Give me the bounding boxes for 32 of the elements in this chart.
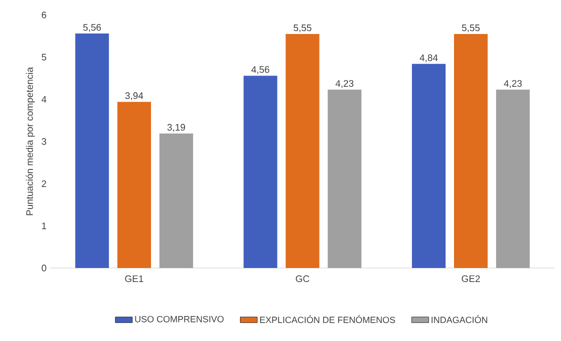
- bar: [117, 102, 151, 268]
- y-tick-label: 5: [42, 54, 46, 60]
- data-label: 5,56: [83, 24, 101, 32]
- bar: [454, 34, 488, 268]
- data-label: 3,19: [167, 124, 186, 132]
- bar: [412, 64, 446, 268]
- legend-label: INDAGACIÓN: [432, 315, 488, 324]
- bar: [75, 34, 109, 268]
- bar: [159, 133, 194, 268]
- bar: [328, 90, 362, 268]
- data-label: 4,23: [336, 80, 354, 88]
- y-axis-title: Puntuación media por competencia: [26, 67, 35, 216]
- bar: [496, 90, 530, 268]
- x-tick-label: GC: [296, 275, 310, 282]
- y-tick-label: 1: [42, 222, 46, 230]
- x-tick-label: GE1: [125, 275, 144, 282]
- data-label: 3,94: [125, 92, 144, 100]
- data-label: 5,55: [462, 24, 480, 32]
- legend-label: USO COMPRENSIVO: [135, 316, 224, 322]
- data-label: 4,84: [420, 54, 438, 62]
- bar: [286, 34, 320, 268]
- bar: [244, 76, 278, 268]
- data-label: 4,23: [504, 80, 522, 88]
- x-tick-label: GE2: [462, 275, 480, 282]
- legend-label: EXPLICACIÓN DE FENÓMENOS: [260, 315, 396, 324]
- y-tick-label: 0: [42, 264, 46, 272]
- data-label: 5,55: [294, 24, 312, 32]
- y-tick-label: 2: [42, 180, 46, 187]
- y-tick-label: 6: [42, 12, 46, 18]
- y-tick-label: 3: [42, 138, 46, 145]
- y-tick-label: 4: [42, 96, 46, 103]
- data-label: 4,56: [251, 66, 270, 74]
